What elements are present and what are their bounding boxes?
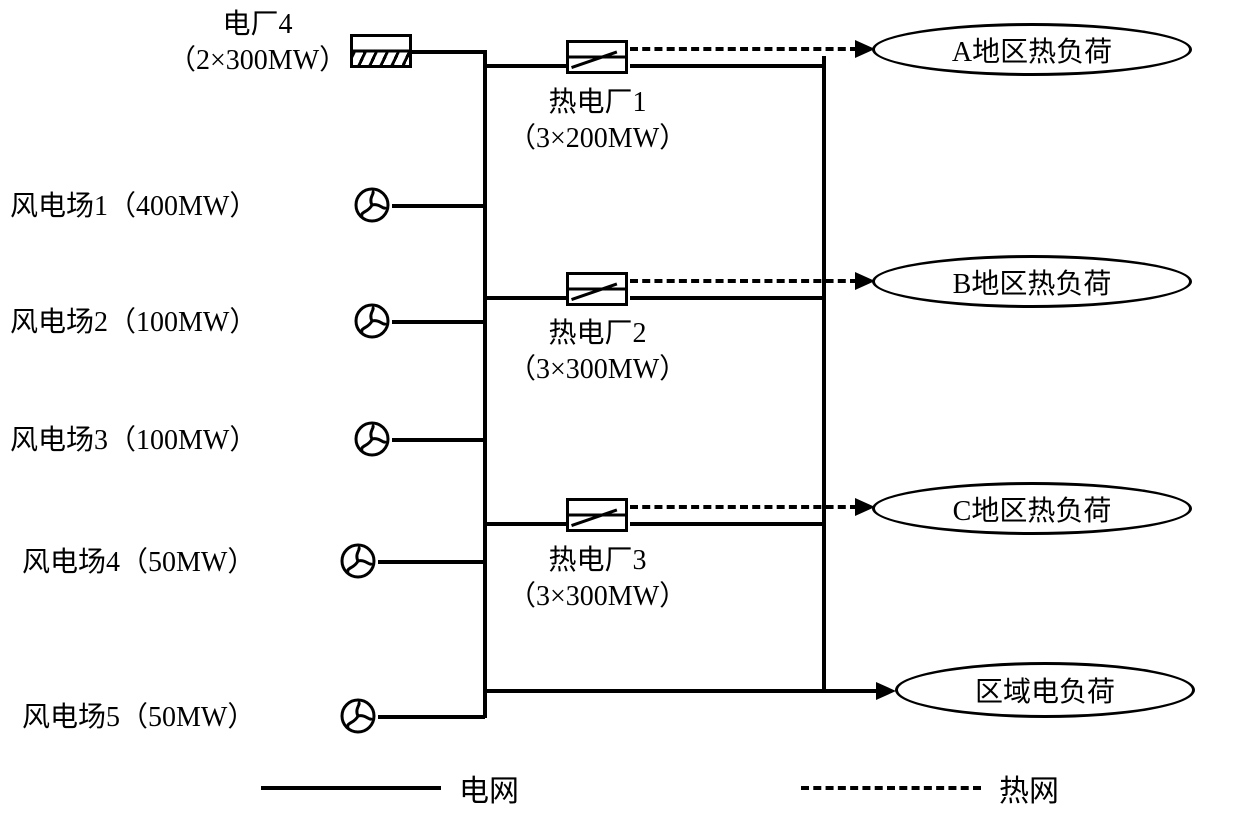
load-b-label: B地区热负荷 [953,262,1112,302]
wind-turbine-icon [340,698,376,734]
main-bus-right [822,56,826,692]
wind-farm-1-label: 风电场1（400MW） [10,189,257,225]
chp2-name: 热电厂2 [549,318,647,349]
left-to-chp1 [485,64,566,68]
plant4-stub [412,50,485,54]
chp2-cap: （3×300MW） [508,354,687,385]
wind-turbine-icon [354,303,390,339]
legend-solid-line-icon [261,786,441,790]
legend-solid: 电网 [261,766,519,810]
wind-farm-5-label: 风电场5（50MW） [22,700,255,736]
chp3-cap: （3×300MW） [508,581,687,612]
wf2-stub [392,320,485,324]
chp1-icon [566,40,628,74]
chp3-label: 热电厂3 （3×300MW） [508,543,687,616]
wind-turbine-icon [354,421,390,457]
chp1-label: 热电厂1 （3×200MW） [508,85,687,158]
chp3-heat-line [630,505,858,509]
load-a-heat: A地区热负荷 [872,23,1192,76]
wf5-stub [378,715,485,719]
chp3-elec-stub [630,522,824,526]
wind-turbine-icon [354,187,390,223]
arrow-icon [876,682,896,700]
chp1-elec-stub [630,64,824,68]
legend-solid-label: 电网 [459,766,519,810]
legend: 电网 热网 [120,766,1200,810]
chp2-label: 热电厂2 （3×300MW） [508,316,687,389]
load-c-label: C地区热负荷 [953,489,1112,529]
main-bus-left [483,50,487,718]
chp2-icon [566,272,628,306]
plant4-label: 电厂4 （2×300MW） [168,7,347,80]
chp1-heat-line [630,47,858,51]
legend-dashed: 热网 [801,766,1059,810]
chp1-cap: （3×200MW） [508,123,687,154]
chp1-name: 热电厂1 [549,87,647,118]
load-a-label: A地区热负荷 [952,30,1112,70]
wind-farm-2-label: 风电场2（100MW） [10,305,257,341]
chp3-name: 热电厂3 [549,545,647,576]
wind-turbine-icon [340,543,376,579]
plant4-name: 电厂4 [223,9,293,40]
left-to-chp3 [485,522,566,526]
chp3-icon [566,498,628,532]
legend-dashed-label: 热网 [999,766,1059,810]
wf1-stub [392,204,485,208]
elec-load-feeder [824,689,879,693]
plant4-cap: （2×300MW） [168,45,347,76]
legend-dashed-line-icon [801,786,981,790]
power-heat-network-diagram: 电厂4 （2×300MW） 风电场1（400MW） 风电场2（100MW） 风电… [0,0,1240,825]
bottom-tie [485,689,824,693]
wf4-stub [378,560,485,564]
wf3-stub [392,438,485,442]
plant4-icon [350,34,412,68]
wind-farm-4-label: 风电场4（50MW） [22,545,255,581]
load-b-heat: B地区热负荷 [872,255,1192,308]
left-to-chp2 [485,296,566,300]
wind-farm-3-label: 风电场3（100MW） [10,423,257,459]
chp2-heat-line [630,279,858,283]
load-c-heat: C地区热负荷 [872,482,1192,535]
load-regional-elec: 区域电负荷 [895,662,1195,718]
chp2-elec-stub [630,296,824,300]
load-e-label: 区域电负荷 [975,670,1115,710]
